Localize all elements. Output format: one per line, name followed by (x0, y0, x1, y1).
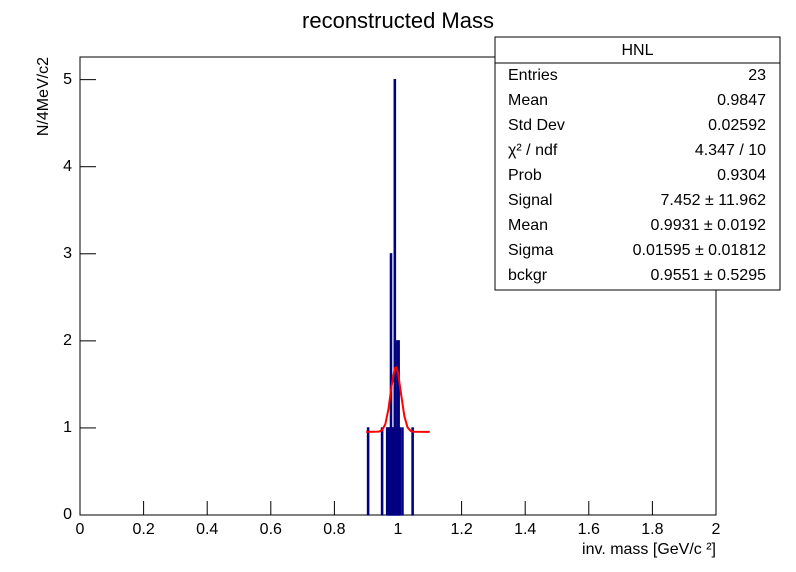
fit-curve (366, 365, 430, 433)
x-tick-label: 1.4 (514, 521, 536, 538)
x-tick-label: 2 (712, 521, 721, 538)
x-tick-label: 0.2 (132, 521, 154, 538)
y-tick-label: 5 (63, 71, 72, 88)
stats-value: 23 (748, 67, 766, 84)
histogram-bar (401, 427, 404, 516)
stats-label: Sigma (508, 242, 553, 259)
stats-value: 0.9931 ± 0.0192 (650, 217, 766, 234)
y-tick-label: 3 (63, 245, 72, 262)
stats-label: χ² / ndf (508, 142, 558, 159)
x-tick-label: 1.8 (641, 521, 663, 538)
y-tick-label: 4 (63, 158, 72, 175)
stats-value: 0.9847 (717, 92, 766, 109)
stats-label: Mean (508, 92, 548, 109)
stats-label: bckgr (508, 267, 548, 284)
x-tick-label: 0.6 (260, 521, 282, 538)
y-tick-label: 0 (63, 506, 72, 523)
x-axis-label: inv. mass [GeV/c ²] (582, 541, 716, 558)
x-tick-label: 0.8 (323, 521, 345, 538)
x-tick-label: 1.2 (450, 521, 472, 538)
y-tick-label: 1 (63, 419, 72, 436)
x-tick-label: 1 (394, 521, 403, 538)
histogram-bar (380, 427, 384, 516)
y-tick-label: 2 (63, 332, 72, 349)
y-axis-label: N/4MeV/c2 (35, 57, 52, 136)
stats-value: 0.9551 ± 0.5295 (650, 267, 766, 284)
x-tick-label: 1.6 (578, 521, 600, 538)
stats-label: Entries (508, 67, 558, 84)
stats-value: 0.9304 (717, 167, 766, 184)
histogram-bar (366, 427, 370, 516)
stats-value: 7.452 ± 11.962 (661, 192, 767, 209)
stats-label: Signal (508, 192, 552, 209)
histogram-bar (411, 427, 414, 516)
histogram-bar (398, 427, 402, 516)
stats-value: 0.01595 ± 0.01812 (633, 242, 766, 259)
x-tick-label: 0 (76, 521, 85, 538)
stats-value: 0.02592 (708, 117, 766, 134)
stats-label: Prob (508, 167, 542, 184)
stats-label: Std Dev (508, 117, 565, 134)
stats-box (494, 36, 781, 291)
stats-title: HNL (621, 42, 653, 59)
chart-title: reconstructed Mass (302, 8, 494, 33)
stats-label: Mean (508, 217, 548, 234)
stats-value: 4.347 / 10 (695, 142, 766, 159)
x-tick-label: 0.4 (196, 521, 218, 538)
